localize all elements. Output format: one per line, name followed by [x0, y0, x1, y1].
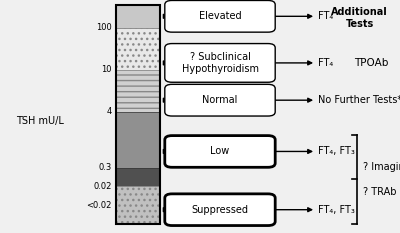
Text: ? TRAb: ? TRAb — [363, 187, 396, 197]
Bar — [116, 28, 160, 70]
Text: FT₄, FT₃: FT₄, FT₃ — [318, 205, 355, 215]
Text: 100: 100 — [96, 24, 112, 32]
Text: <0.02: <0.02 — [87, 201, 112, 209]
FancyBboxPatch shape — [165, 84, 275, 116]
Text: ? Imaging: ? Imaging — [363, 162, 400, 171]
Text: No Further Tests*: No Further Tests* — [318, 95, 400, 105]
Text: TSH mU/L: TSH mU/L — [16, 116, 64, 126]
Bar — [116, 168, 160, 186]
Bar — [116, 5, 160, 28]
Text: Additional
Tests: Additional Tests — [331, 7, 388, 29]
Text: 0.02: 0.02 — [94, 182, 112, 191]
Text: Low: Low — [210, 147, 230, 156]
Text: FT₄: FT₄ — [318, 11, 333, 21]
Text: Suppressed: Suppressed — [192, 205, 248, 215]
Text: Elevated: Elevated — [199, 11, 241, 21]
FancyBboxPatch shape — [165, 194, 275, 226]
Text: FT₄, FT₃: FT₄, FT₃ — [318, 147, 355, 156]
Bar — [116, 70, 160, 112]
FancyBboxPatch shape — [165, 0, 275, 32]
Bar — [116, 112, 160, 168]
Text: TPOAb: TPOAb — [354, 58, 388, 68]
Text: ? Subclinical
Hypothyroidism: ? Subclinical Hypothyroidism — [182, 52, 258, 74]
Bar — [116, 5, 160, 224]
FancyBboxPatch shape — [165, 44, 275, 82]
Text: Normal: Normal — [202, 95, 238, 105]
Text: FT₄: FT₄ — [318, 58, 333, 68]
Text: 0.3: 0.3 — [99, 163, 112, 172]
Text: 4: 4 — [107, 107, 112, 116]
Bar — [116, 186, 160, 224]
Text: 10: 10 — [102, 65, 112, 74]
FancyBboxPatch shape — [165, 136, 275, 167]
